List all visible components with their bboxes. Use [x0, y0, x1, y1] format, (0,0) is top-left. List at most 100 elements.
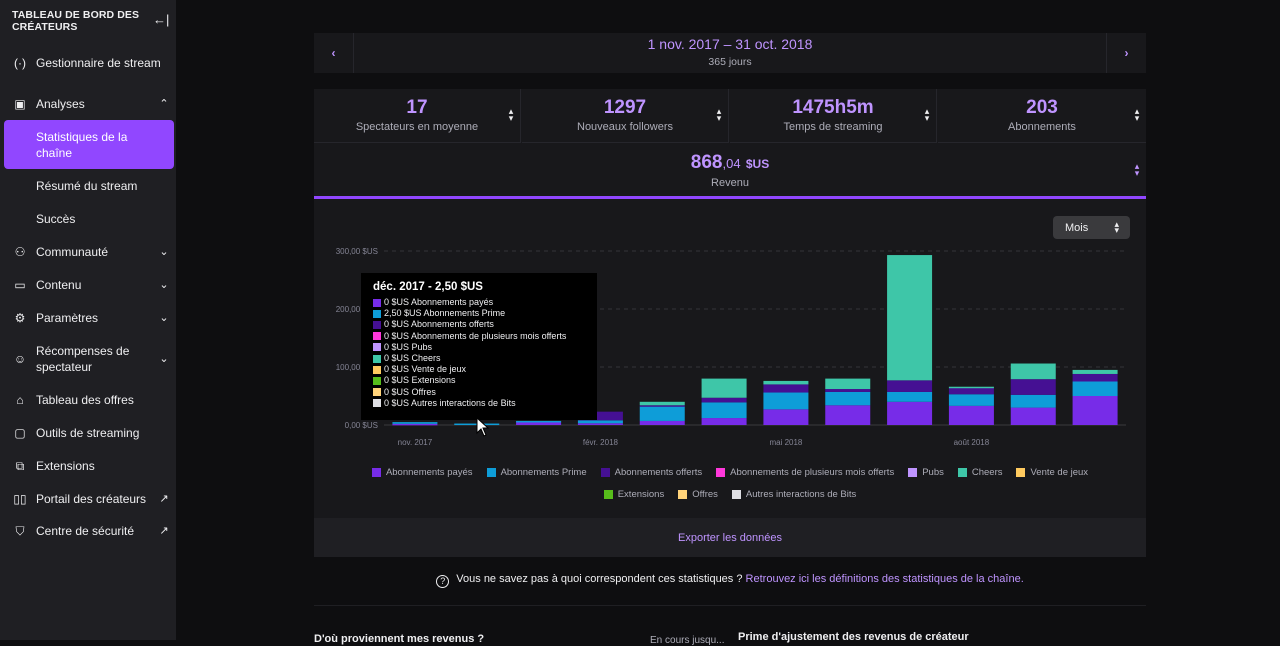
legend-item[interactable]: Autres interactions de Bits: [731, 489, 856, 500]
bar-segment-janv2018-1[interactable]: [516, 420, 562, 423]
bar-segment-aot2018-5[interactable]: [948, 386, 994, 389]
revenue-value: 868,04 $US: [690, 152, 770, 173]
sidebar-item-creator-portal[interactable]: ▯▯ Portail des créateurs ↗: [4, 490, 174, 508]
export-data-button[interactable]: Exporter les données: [314, 518, 1146, 557]
sort-icon: ▴ ▾: [1134, 161, 1140, 178]
legend-item[interactable]: Abonnements offerts: [600, 467, 702, 478]
sidebar-item-viewer-rewards[interactable]: ☺ Récompenses de spectateur ⌄: [4, 342, 174, 376]
bar-segment-mai2018-5[interactable]: [763, 380, 809, 385]
chevron-right-icon: ›: [1124, 46, 1129, 60]
sidebar-item-safety-center[interactable]: ⛉ Centre de sécurité ↗: [4, 522, 174, 540]
bar-segment-aot2018-0[interactable]: [948, 405, 994, 425]
sidebar-item-offers-board[interactable]: ⌂ Tableau des offres: [4, 391, 174, 409]
bar-segment-juil2018-1[interactable]: [887, 391, 933, 402]
y-tick-label: 200,00 $US: [336, 305, 378, 314]
bar-segment-oct2018-0[interactable]: [1072, 396, 1118, 425]
bar-segment-juil2018-0[interactable]: [887, 401, 933, 425]
bar-segment-mai2018-1[interactable]: [763, 392, 809, 410]
bar-segment-nov2017-0[interactable]: [392, 423, 438, 426]
period-select[interactable]: Mois ▴ ▾: [1053, 216, 1130, 239]
stat-revenue[interactable]: 868,04 $US Revenu ▴ ▾: [314, 143, 1146, 199]
tooltip-swatch: [373, 399, 381, 408]
legend-label: Abonnements payés: [385, 466, 473, 478]
bar-segment-oct2018-2[interactable]: [1072, 373, 1118, 382]
legend-item[interactable]: Abonnements payés: [371, 466, 473, 478]
x-tick-label: nov. 2017: [398, 438, 433, 447]
sidebar-item-stream-manager[interactable]: (·) Gestionnaire de stream: [4, 46, 174, 80]
bar-segment-oct2018-1[interactable]: [1072, 381, 1118, 397]
sidebar-item-streaming-tools[interactable]: ▢ Outils de streaming: [4, 424, 174, 442]
bar-segment-avr2018-5[interactable]: [701, 378, 747, 398]
tooltip-row-text: 0 $US Cheers: [384, 353, 441, 364]
bar-segment-aot2018-2[interactable]: [948, 387, 994, 395]
legend-item[interactable]: Abonnements de plusieurs mois offerts: [716, 467, 894, 478]
stat-new-followers[interactable]: 1297 Nouveaux followers ▴ ▾: [522, 89, 729, 143]
status-text: En cours jusqu...: [650, 635, 725, 646]
bar-segment-sept2018-1[interactable]: [1010, 394, 1056, 408]
legend-swatch: [486, 467, 496, 477]
sidebar-item-channel-analytics[interactable]: Statistiques de la chaîne: [4, 120, 174, 169]
bar-segment-fvr2018-1[interactable]: [577, 420, 623, 424]
sidebar-item-content[interactable]: ▭ Contenu ⌄: [4, 276, 174, 294]
bar-segment-fvr2018-0[interactable]: [577, 423, 623, 425]
stat-value: 17: [406, 97, 428, 118]
bar-segment-avr2018-1[interactable]: [701, 402, 747, 419]
bar-segment-mars2018-5[interactable]: [639, 401, 685, 406]
bar-segment-avr2018-2[interactable]: [701, 397, 747, 403]
sort-icon: ▴ ▾: [1134, 106, 1140, 123]
stat-avg-viewers[interactable]: 17 Spectateurs en moyenne ▴ ▾: [314, 89, 521, 143]
stat-subscriptions[interactable]: 203 Abonnements ▴ ▾: [938, 89, 1146, 143]
bar-segment-janv2018-0[interactable]: [516, 421, 562, 425]
sidebar-item-achievements[interactable]: Succès: [36, 212, 76, 226]
legend-item[interactable]: Offres: [678, 489, 718, 500]
legend-item[interactable]: Abonnements Prime: [486, 466, 587, 478]
legend-item[interactable]: Cheers: [957, 467, 1002, 478]
stats-definitions-link[interactable]: Retrouvez ici les définitions des statis…: [745, 573, 1024, 585]
bar-segment-juin2018-2[interactable]: [825, 389, 871, 392]
sidebar-item-settings[interactable]: ⚙ Paramètres ⌄: [4, 309, 174, 327]
bar-segment-juin2018-1[interactable]: [825, 391, 871, 406]
sort-icon: ▴ ▾: [716, 106, 722, 123]
bar-segment-mars2018-2[interactable]: [639, 405, 685, 407]
sidebar-item-extensions[interactable]: ⧉ Extensions: [4, 457, 174, 475]
bar-segment-mars2018-1[interactable]: [639, 406, 685, 421]
question-icon: ?: [436, 575, 450, 588]
tooltip-title: déc. 2017 - 2,50 $US: [373, 281, 483, 293]
bar-segment-juil2018-2[interactable]: [887, 380, 933, 392]
legend-item[interactable]: Vente de jeux: [1016, 467, 1088, 478]
sidebar-item-community[interactable]: ⚇ Communauté ⌄: [4, 243, 174, 261]
tooltip-row: 0 $US Abonnements offerts: [373, 319, 585, 330]
sidebar-item-analytics[interactable]: ▣ Analyses ⌃: [4, 95, 174, 113]
bar-segment-oct2018-5[interactable]: [1072, 369, 1118, 374]
bar-segment-fvr2018-2[interactable]: [577, 411, 623, 421]
tooltip-row-text: 0 $US Vente de jeux: [384, 364, 467, 375]
bar-segment-mai2018-2[interactable]: [763, 384, 809, 393]
legend-item[interactable]: Extensions: [603, 489, 664, 500]
smiley-icon: ☺: [13, 352, 27, 366]
next-period-button[interactable]: ›: [1106, 33, 1146, 73]
bar-segment-juil2018-5[interactable]: [887, 255, 933, 381]
bar-segment-nov2017-1[interactable]: [392, 422, 438, 424]
legend-item[interactable]: Pubs: [908, 467, 944, 478]
stat-value: 1475h5m: [792, 97, 874, 118]
bar-segment-mai2018-0[interactable]: [763, 409, 809, 425]
legend-swatch: [603, 489, 613, 499]
collapse-left-icon[interactable]: ←|: [153, 12, 170, 27]
previous-period-button[interactable]: ‹: [314, 33, 354, 73]
stat-streaming-time[interactable]: 1475h5m Temps de streaming ▴ ▾: [730, 89, 937, 143]
y-tick-label: 100,00 $US: [336, 363, 378, 372]
bar-segment-mars2018-0[interactable]: [639, 420, 685, 425]
tooltip-row-text: 0 $US Autres interactions de Bits: [384, 397, 516, 408]
bar-segment-sept2018-5[interactable]: [1010, 363, 1056, 380]
bar-segment-avr2018-0[interactable]: [701, 418, 747, 425]
date-range-label[interactable]: 1 nov. 2017 – 31 oct. 2018: [647, 36, 813, 52]
bar-segment-juin2018-0[interactable]: [825, 405, 871, 425]
legend-label: Abonnements Prime: [500, 466, 587, 478]
bar-segment-aot2018-1[interactable]: [948, 394, 994, 406]
sidebar-item-stream-summary[interactable]: Résumé du stream: [36, 179, 138, 193]
legend-label: Pubs: [922, 466, 944, 478]
stat-label: Nouveaux followers: [577, 121, 673, 133]
bar-segment-sept2018-2[interactable]: [1010, 379, 1056, 395]
bar-segment-sept2018-0[interactable]: [1010, 407, 1056, 425]
bar-segment-juin2018-5[interactable]: [825, 378, 871, 390]
